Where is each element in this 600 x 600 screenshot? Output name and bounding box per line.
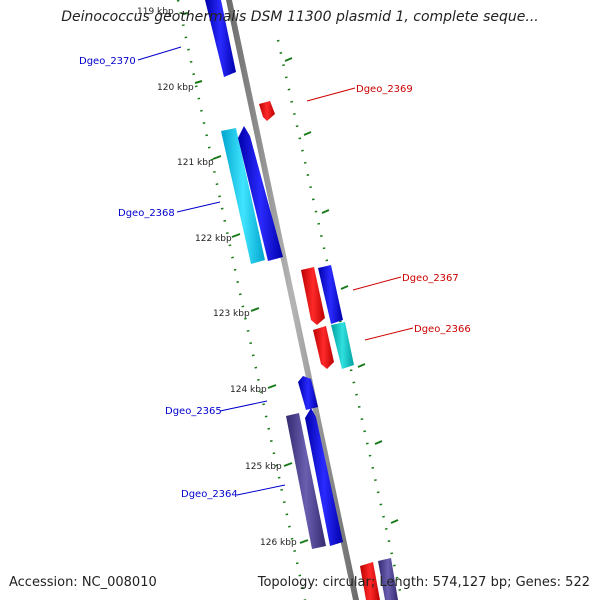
gene-dgeo-2364[interactable]	[305, 408, 343, 546]
tick-label: 120 kbp	[157, 83, 194, 93]
right-ring-ticks	[284, 57, 399, 524]
label-dgeo-2367: Dgeo_2367	[402, 273, 459, 284]
tick-label: 125 kbp	[245, 462, 282, 472]
gene-dgeo-2366-teal[interactable]	[331, 322, 354, 369]
genome-stats: Topology: circular; Length: 574,127 bp; …	[257, 575, 590, 590]
tick-label: 121 kbp	[177, 158, 214, 168]
gene-dgeo-2364-slate[interactable]	[286, 413, 326, 549]
gene-labels: Dgeo_2370 Dgeo_2369 Dgeo_2368 Dgeo_2367 …	[79, 46, 471, 500]
tick-label: 119 kbp	[137, 7, 174, 17]
gene-partial-slate[interactable]	[378, 558, 398, 600]
gene-dgeo-2368-cyan[interactable]	[221, 128, 265, 264]
tick-label: 126 kbp	[260, 538, 297, 548]
gene-dgeo-2370[interactable]	[205, 0, 236, 77]
gene-dgeo-2366[interactable]	[313, 326, 334, 369]
backbone	[226, 0, 359, 600]
gene-dgeo-2367[interactable]	[301, 267, 325, 325]
label-dgeo-2370: Dgeo_2370	[79, 56, 136, 67]
scale-ticks	[182, 12, 309, 544]
label-dgeo-2369: Dgeo_2369	[356, 84, 413, 95]
gene-dgeo-2365[interactable]	[298, 376, 318, 410]
tick-label: 124 kbp	[230, 385, 267, 395]
map-title: Deinococcus geothermalis DSM 11300 plasm…	[61, 9, 539, 25]
label-dgeo-2368: Dgeo_2368	[118, 208, 175, 219]
scale-labels: 119 kbp 120 kbp 121 kbp 122 kbp 123 kbp …	[137, 7, 297, 548]
gene-partial-red[interactable]	[360, 562, 380, 600]
tick-label: 122 kbp	[195, 234, 232, 244]
ring-guide-line	[176, 0, 307, 600]
gene-dgeo-2368[interactable]	[238, 126, 283, 261]
tick-label: 123 kbp	[213, 309, 250, 319]
gene-dgeo-2367-blue[interactable]	[318, 265, 343, 324]
gene-dgeo-2369[interactable]	[259, 101, 275, 121]
label-dgeo-2366: Dgeo_2366	[414, 324, 471, 335]
gene-features	[205, 0, 398, 600]
label-dgeo-2364: Dgeo_2364	[181, 489, 238, 500]
accession-label: Accession: NC_008010	[9, 575, 157, 590]
label-dgeo-2365: Dgeo_2365	[165, 406, 222, 417]
